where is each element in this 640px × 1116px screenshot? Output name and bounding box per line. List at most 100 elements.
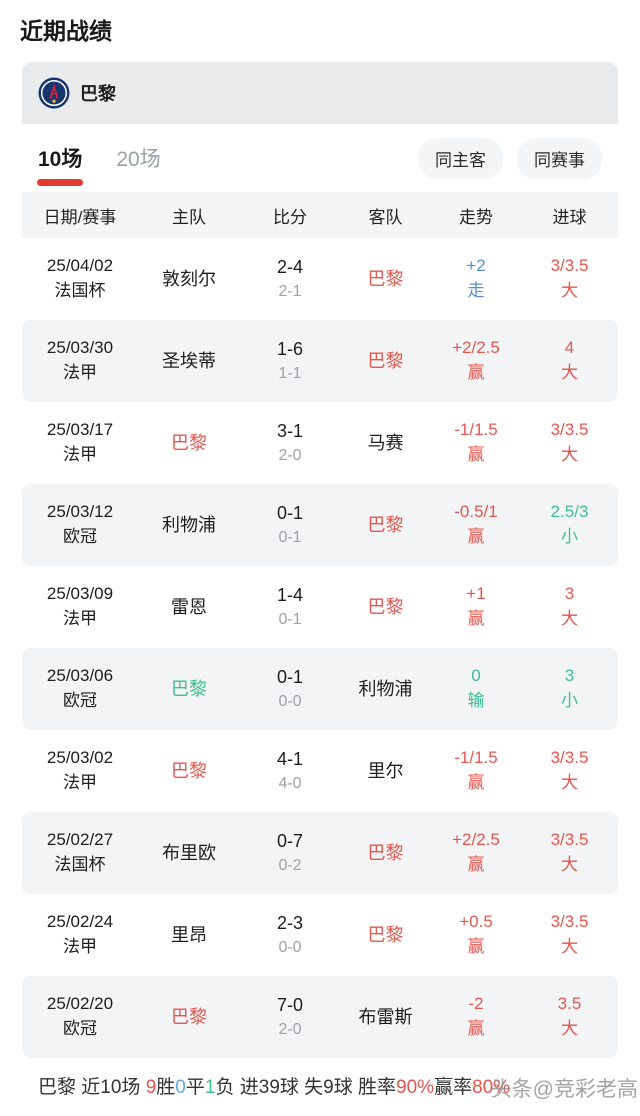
away-team-cell: 巴黎 [340,512,431,538]
summary-text-part: 巴黎 近10场 [38,1077,146,1098]
recent-results-card: 巴黎 10场 20场 同主客 同赛事 日期/赛事 主队 比分 客队 走势 进球 … [22,62,618,1058]
table-row[interactable]: 25/02/20 欧冠 巴黎 7-0 2-0 布雷斯 -2 赢 3.5 大 [22,976,618,1058]
match-date: 25/03/30 [46,338,114,358]
match-date: 25/03/17 [46,420,114,440]
summary-text-part: 平 [185,1077,205,1098]
handicap-value: +1 [466,584,486,604]
filter-same-competition-button[interactable]: 同赛事 [517,137,602,179]
handicap-value: -2 [468,994,484,1014]
goals-cell: 3/3.5 大 [521,254,618,303]
half-time-score: 1-1 [278,365,302,383]
tab-20-matches-label: 20场 [116,148,161,171]
competition-name: 法甲 [63,773,97,792]
table-row[interactable]: 25/03/09 法甲 雷恩 1-4 0-1 巴黎 +1 赢 3 大 [22,566,618,648]
handicap-value: 0 [471,666,481,686]
away-team-cell: 马赛 [340,430,431,456]
home-team-name: 巴黎 [171,760,207,781]
home-team-cell: 雷恩 [138,594,240,620]
home-team-cell: 巴黎 [138,430,240,456]
full-time-score: 7-0 [276,995,303,1016]
summary-text-part: 9 [145,1077,157,1098]
handicap-result: 赢 [467,855,485,874]
home-team-name: 敦刻尔 [162,268,216,289]
goals-cell: 3 大 [521,582,618,631]
column-header-home-team: 主队 [172,207,206,227]
full-time-score: 0-7 [276,831,303,852]
table-row[interactable]: 25/02/24 法甲 里昂 2-3 0-0 巴黎 +0.5 赢 3/3.5 大 [22,894,618,976]
match-date: 25/03/12 [46,502,114,522]
away-team-name: 巴黎 [367,596,404,617]
column-header-goals: 进球 [552,207,587,227]
handicap-value: +2/2.5 [452,338,500,358]
column-header-date-event: 日期/赛事 [43,207,117,227]
half-time-score: 2-0 [278,447,302,465]
goals-line-result: 大 [561,363,578,382]
match-date: 25/04/02 [46,256,114,276]
tab-20-matches[interactable]: 20场 [116,124,160,192]
home-team-cell: 利物浦 [138,512,240,538]
competition-name: 法甲 [63,363,97,382]
competition-name: 法国杯 [54,855,106,874]
home-team-cell: 巴黎 [138,676,240,702]
home-team-cell: 圣埃蒂 [138,348,240,374]
handicap-value: -1/1.5 [454,748,498,768]
goals-cell: 3/3.5 大 [521,418,618,467]
score-cell: 1-4 0-1 [240,582,340,631]
table-body: 25/04/02 法国杯 敦刻尔 2-4 2-1 巴黎 +2 走 3/3.5 大… [22,238,618,1058]
score-cell: 4-1 4-0 [240,746,340,795]
table-row[interactable]: 25/04/02 法国杯 敦刻尔 2-4 2-1 巴黎 +2 走 3/3.5 大 [22,238,618,320]
column-header-trend: 走势 [459,207,493,227]
handicap-result: 输 [467,691,485,710]
full-time-score: 0-1 [276,503,303,524]
table-row[interactable]: 25/03/06 欧冠 巴黎 0-1 0-0 利物浦 0 输 3 小 [22,648,618,730]
away-team-cell: 里尔 [340,758,431,784]
away-team-cell: 巴黎 [340,594,431,620]
score-cell: 0-1 0-1 [240,500,340,549]
date-competition-cell: 25/03/12 欧冠 [22,500,138,549]
goals-cell: 3/3.5 大 [521,910,618,959]
table-row[interactable]: 25/03/12 欧冠 利物浦 0-1 0-1 巴黎 -0.5/1 赢 2.5/… [22,484,618,566]
handicap-result: 赢 [467,773,485,792]
score-cell: 1-6 1-1 [240,336,340,385]
match-date: 25/02/24 [46,912,114,932]
date-competition-cell: 25/02/20 欧冠 [22,992,138,1041]
tab-10-matches[interactable]: 10场 [38,124,82,192]
date-competition-cell: 25/04/02 法国杯 [22,254,138,303]
away-team-name: 马赛 [367,432,404,453]
table-row[interactable]: 25/02/27 法国杯 布里欧 0-7 0-2 巴黎 +2/2.5 赢 3/3… [22,812,618,894]
trend-cell: -2 赢 [431,992,521,1041]
competition-name: 法甲 [63,445,97,464]
goals-line-value: 2.5/3 [550,502,589,522]
table-row[interactable]: 25/03/02 法甲 巴黎 4-1 4-0 里尔 -1/1.5 赢 3/3.5… [22,730,618,812]
handicap-result: 赢 [467,937,485,956]
goals-line-result: 小 [561,527,578,546]
table-row[interactable]: 25/03/30 法甲 圣埃蒂 1-6 1-1 巴黎 +2/2.5 赢 4 大 [22,320,618,402]
away-team-cell: 巴黎 [340,922,431,948]
goals-line-value: 4 [564,338,575,358]
match-date: 25/02/20 [46,994,114,1014]
trend-cell: +2 走 [431,254,521,303]
summary-text-part: 80% [472,1077,511,1098]
away-team-cell: 巴黎 [340,348,431,374]
table-row[interactable]: 25/03/17 法甲 巴黎 3-1 2-0 马赛 -1/1.5 赢 3/3.5… [22,402,618,484]
score-cell: 2-3 0-0 [240,910,340,959]
away-team-name: 巴黎 [367,514,404,535]
home-team-cell: 布里欧 [138,840,240,866]
home-team-name: 巴黎 [171,432,207,453]
score-cell: 0-7 0-2 [240,828,340,877]
psg-crest-icon [38,77,70,109]
handicap-value: +2 [466,256,486,276]
half-time-score: 2-1 [278,283,302,301]
away-team-name: 巴黎 [367,350,404,371]
home-team-name: 圣埃蒂 [162,350,216,371]
handicap-result: 走 [467,281,485,300]
team-header-bar: 巴黎 [22,62,618,124]
goals-line-value: 3/3.5 [550,748,589,768]
away-team-name: 巴黎 [367,842,404,863]
date-competition-cell: 25/02/27 法国杯 [22,828,138,877]
score-cell: 0-1 0-0 [240,664,340,713]
match-date: 25/03/06 [46,666,114,686]
summary-text-part: 1 [204,1077,216,1098]
trend-cell: -0.5/1 赢 [431,500,521,549]
filter-same-home-away-button[interactable]: 同主客 [418,137,503,179]
